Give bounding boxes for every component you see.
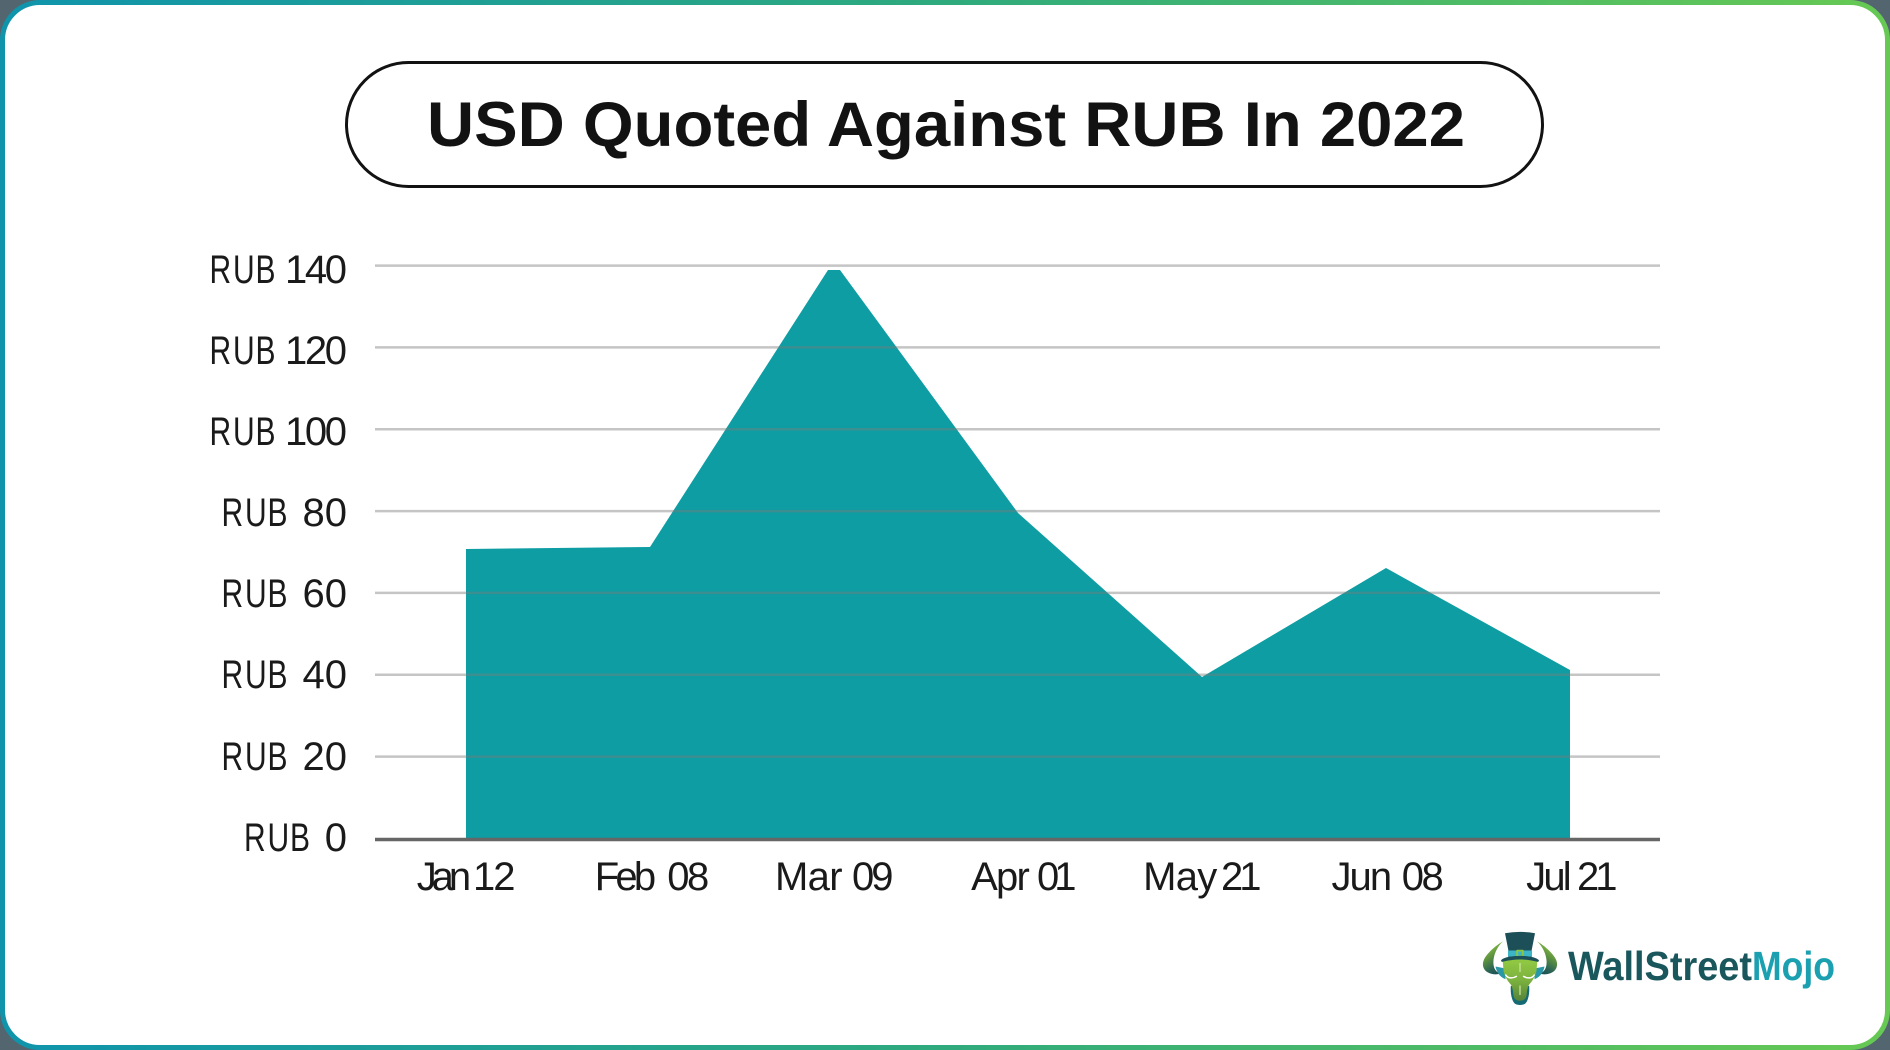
svg-text:100: 100	[285, 410, 347, 454]
svg-text:40: 40	[303, 653, 348, 697]
svg-text:Jun: Jun	[1332, 855, 1393, 899]
svg-text:WallStreet: WallStreet	[1568, 943, 1752, 989]
svg-text:Jul: Jul	[1526, 855, 1572, 899]
svg-text:140: 140	[285, 248, 347, 292]
svg-text:0: 0	[325, 816, 347, 860]
svg-text:08: 08	[1402, 855, 1444, 899]
svg-text:RUB: RUB	[222, 491, 288, 535]
svg-text:21: 21	[1221, 855, 1262, 899]
svg-text:Mar: Mar	[775, 855, 843, 899]
svg-text:120: 120	[285, 329, 347, 373]
svg-text:RUB: RUB	[244, 816, 310, 860]
svg-text:12: 12	[473, 855, 516, 899]
svg-text:20: 20	[303, 735, 348, 779]
svg-text:80: 80	[303, 491, 348, 535]
svg-text:60: 60	[303, 572, 348, 616]
svg-text:May: May	[1143, 855, 1217, 899]
svg-text:RUB: RUB	[222, 572, 288, 616]
svg-text:USD Quoted Against RUB In 2022: USD Quoted Against RUB In 2022	[427, 90, 1465, 160]
svg-text:21: 21	[1577, 855, 1618, 899]
svg-text:08: 08	[667, 855, 709, 899]
svg-text:RUB: RUB	[210, 248, 276, 292]
svg-text:RUB: RUB	[222, 735, 288, 779]
svg-text:Apr: Apr	[971, 855, 1030, 899]
svg-text:09: 09	[852, 855, 894, 899]
svg-text:Feb: Feb	[595, 855, 656, 899]
svg-text:RUB: RUB	[210, 410, 276, 454]
svg-text:Mojo: Mojo	[1752, 943, 1835, 989]
svg-text:RUB: RUB	[222, 653, 288, 697]
svg-text:01: 01	[1037, 855, 1077, 899]
svg-text:Jan: Jan	[417, 855, 471, 899]
svg-text:RUB: RUB	[210, 329, 276, 373]
